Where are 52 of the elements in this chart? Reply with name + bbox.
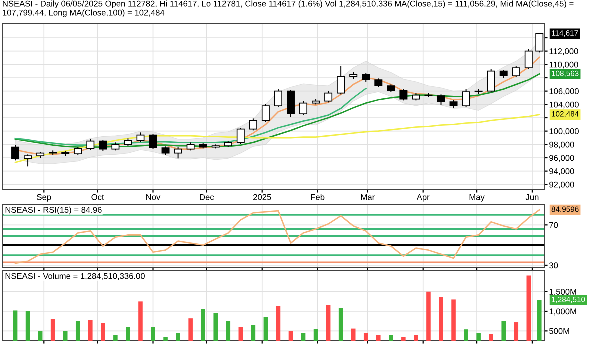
candlestick	[462, 88, 470, 108]
y-tick-label: 110,000	[550, 62, 578, 69]
chart-title: NSEASI - RSI(15) = 84.96	[6, 206, 102, 215]
line-series	[14, 88, 367, 146]
candlestick	[236, 128, 245, 144]
y-tick-label: 96,000	[550, 155, 574, 162]
candlestick	[536, 33, 544, 54]
line-series	[14, 114, 540, 164]
candlestick	[24, 154, 32, 168]
x-tick-label: Mar	[361, 194, 375, 200]
x-tick-label: Apr	[416, 194, 430, 202]
candlestick	[437, 94, 446, 106]
y-tick-label: 112,000	[550, 48, 578, 56]
candlestick	[400, 88, 408, 102]
x-tick-label: Jun	[526, 194, 539, 200]
candlestick	[324, 90, 333, 104]
x-tick-label: Dec	[200, 194, 214, 200]
candlestick	[249, 118, 258, 132]
candlestick	[487, 68, 496, 94]
y-tick-label: 92,000	[550, 182, 574, 189]
candlestick	[274, 88, 282, 108]
candlestick	[337, 66, 346, 96]
y-tick-label: 1,000M	[550, 308, 576, 316]
candlestick	[149, 134, 158, 150]
y-tick-label: 1,500M	[550, 289, 576, 296]
candlestick	[86, 138, 95, 150]
candlestick	[286, 90, 295, 118]
x-tick-label: Nov	[146, 194, 161, 200]
y-tick-label: 106,000	[550, 88, 579, 96]
x-tick-label: Oct	[92, 194, 104, 200]
candlestick	[262, 104, 270, 122]
x-tick-label: May	[470, 194, 485, 202]
chart-title: NSEASI - Daily 06/05/2025 Open 112782, Hi 114617, Lo 112781, Close 114617 (1.6%) Vol 1,284,510,336 MA(Close,15) = 111,056.29, Mid MA(Close,45) = 107,799.44, Long MA(Close,100) = 102,484	[3, 0, 574, 18]
y-tick-label: 94,000	[550, 168, 574, 176]
x-tick-label: Feb	[311, 194, 325, 200]
y-tick-label: 100,000	[550, 128, 579, 136]
x-tick-label: Sep	[37, 194, 52, 202]
y-tick-label: 70	[550, 222, 558, 228]
y-tick-label: 500M	[550, 328, 570, 334]
candlestick	[99, 140, 108, 152]
candlestick	[174, 146, 182, 160]
x-tick-label: 2025	[254, 194, 272, 200]
candlestick	[512, 66, 520, 78]
y-tick-label: 30	[549, 262, 558, 269]
chart-title: NSEASI - Volume = 1,284,510,336.00	[6, 273, 145, 280]
candlestick	[524, 48, 533, 70]
y-tick-label: 104,000	[550, 102, 579, 109]
y-tick-label: 98,000	[550, 142, 574, 149]
candlestick	[136, 132, 145, 142]
candlestick	[12, 144, 20, 162]
candlestick	[300, 100, 308, 116]
line-series	[14, 74, 540, 148]
